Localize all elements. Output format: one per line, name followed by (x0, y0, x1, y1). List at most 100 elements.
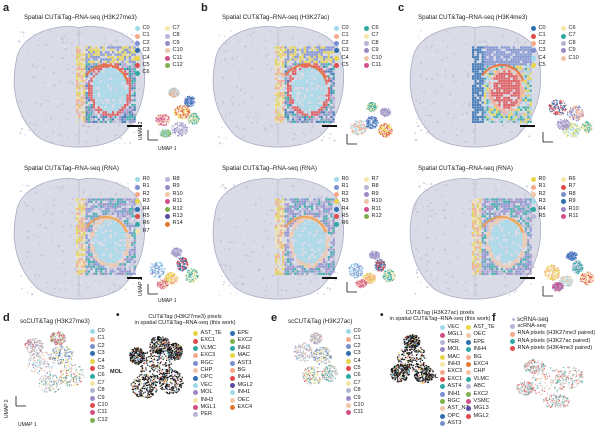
legend-swatch (531, 184, 536, 190)
legend-swatch (165, 214, 170, 220)
legend-entry: C5 (90, 365, 120, 372)
panel-label-f: f (492, 312, 496, 324)
legend-swatch (135, 40, 140, 46)
legend-swatch (346, 329, 351, 335)
legend-entry: R5 (334, 213, 364, 220)
legend-swatch (440, 332, 445, 338)
umap-points (293, 332, 338, 385)
legend-swatch (334, 26, 339, 32)
panel-label-c: c (398, 2, 405, 14)
legend-entry: C3 (90, 350, 120, 357)
legend-label: R13 (172, 212, 183, 219)
legend-label: INH4 (237, 374, 251, 381)
legend-swatch (346, 343, 351, 349)
legend-entry: scRNA-seq (510, 323, 600, 330)
legend-entry: R3 (531, 198, 561, 205)
legend-swatch (466, 376, 471, 382)
umap-points (516, 358, 584, 409)
legend-label: C5 (142, 61, 150, 68)
legend-label: C10 (568, 54, 579, 61)
legend-label: R3 (538, 198, 546, 205)
legend-swatch (466, 339, 471, 345)
panel-d2-title: CUT&Tag (H3K27me3) pixels in spatial CUT&… (134, 314, 236, 327)
brain-section-c-bottom (400, 172, 550, 304)
legend-swatch (440, 376, 445, 382)
legend-label: MGL2 (237, 381, 253, 388)
legend-entry: AST4 (440, 383, 466, 390)
legend-label: MAC (237, 352, 250, 359)
legend-swatch (346, 388, 351, 394)
legend-swatch (334, 48, 339, 54)
brain-section-c-top (400, 20, 550, 152)
legend-swatch (364, 184, 369, 190)
legend-swatch (193, 338, 198, 344)
legend-entry: R1 (135, 183, 165, 190)
legend-entry: C12 (165, 62, 195, 69)
legend-entry: R11 (165, 198, 195, 205)
legend-swatch (90, 351, 95, 357)
legend-entry: C5 (135, 62, 165, 69)
legend-entry: R12 (364, 213, 394, 220)
legend-label: EXC4 (473, 360, 489, 367)
legend-entry: C9 (561, 47, 591, 54)
legend-label: C0 (97, 328, 105, 334)
legend-label: INH2 (237, 344, 251, 351)
legend-entry: C1 (334, 32, 364, 39)
legend-swatch (90, 329, 95, 335)
legend-entry: EXC2 (466, 391, 492, 398)
legend-swatch (346, 366, 351, 372)
legend-swatch (346, 351, 351, 357)
legend-swatch (135, 33, 140, 39)
legend-entry: C7 (346, 380, 376, 387)
legend-entry: C12 (90, 417, 120, 424)
legend-swatch (135, 206, 140, 212)
legend-swatch (90, 373, 95, 379)
hippocampus-arc (481, 64, 525, 82)
legend-entry: C0 (531, 25, 561, 32)
legend-label: C2 (538, 39, 546, 46)
legend-entry: EXC3 (193, 352, 230, 359)
legend-label: R0 (341, 176, 349, 182)
legend-swatch (440, 354, 445, 360)
legend-label: R8 (568, 190, 576, 197)
legend-label: INH4 (473, 346, 487, 353)
legend-entry: PER (193, 411, 230, 418)
brain-section-b-bottom (203, 172, 353, 304)
legend-entry: C1 (346, 335, 376, 342)
legend-entry: C1 (531, 32, 561, 39)
legend-label: INH3 (200, 396, 214, 403)
legend-label: R10 (568, 205, 579, 212)
legend-entry: C9 (346, 395, 376, 402)
legend-swatch (135, 177, 140, 183)
umap-points (349, 101, 393, 138)
legend-entry: C4 (90, 358, 120, 365)
legend-entry: C6 (561, 25, 591, 32)
legend-label: RNA pixels (H3K27me3 paired) (517, 330, 596, 337)
legend-entry: CHP (193, 367, 230, 374)
legend-entry: INH3 (440, 361, 466, 368)
legend-swatch (230, 360, 235, 366)
umap-a-bottom (146, 238, 202, 296)
legend-label: C7 (568, 32, 576, 39)
legend-entry: R10 (165, 191, 195, 198)
legend-swatch (466, 406, 471, 412)
legend-label: INH1 (447, 390, 461, 397)
umap-points (149, 247, 199, 290)
legend-swatch (531, 177, 536, 183)
legend-entry: RNA pixels (H3K27ac paired) (510, 338, 600, 345)
legend-entry: C11 (90, 409, 120, 416)
umap2-label-d: UMAP 2 (4, 399, 10, 418)
legend-entry: AST_TE (466, 324, 495, 331)
legend-entry: R6 (334, 220, 364, 227)
brain-section-a-bottom (4, 172, 154, 304)
legend-entry: R9 (561, 198, 591, 205)
legend-label: R0 (538, 176, 546, 182)
legend-label: C6 (371, 25, 379, 31)
umap-d2 (118, 326, 194, 412)
legend-label: C0 (538, 25, 546, 31)
legend-entry: R3 (135, 198, 165, 205)
legend-swatch (440, 406, 445, 412)
legend-label: R6 (568, 176, 576, 182)
legend-label: R11 (568, 212, 579, 219)
umap2-label-a-top: UMAP 2 (138, 121, 144, 140)
